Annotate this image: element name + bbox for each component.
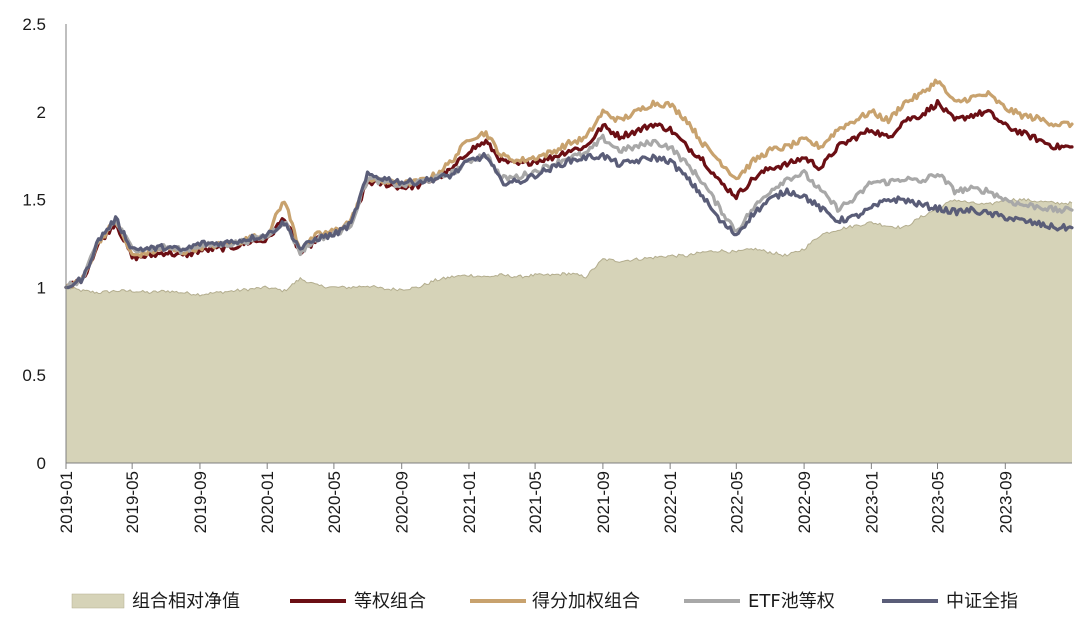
- area-layer: [65, 197, 1073, 463]
- x-tick-label: 2019-05: [123, 471, 142, 533]
- x-tick-label: 2019-01: [57, 471, 76, 533]
- x-tick-label: 2023-01: [862, 471, 881, 533]
- line-series-1: [64, 99, 1074, 289]
- legend-swatch-area: [71, 593, 125, 609]
- x-tick-label: 2020-09: [393, 471, 412, 533]
- y-tick-label: 1.5: [22, 191, 46, 210]
- axes-layer: 0 0.5 1 1.5 2 2.5 2019-01 2019-05 2019-09 2020-01…: [22, 15, 1072, 533]
- area-series-relative-nav: [66, 198, 1072, 463]
- legend-item: ETF池等权: [684, 591, 835, 612]
- x-tick-label: 2021-09: [594, 471, 613, 533]
- x-tick-label: 2021-01: [460, 471, 479, 533]
- x-tick-label: 2020-05: [325, 471, 344, 533]
- legend-item: 组合相对净值: [71, 591, 240, 612]
- x-tick-label: 2023-05: [928, 471, 947, 533]
- x-tick-label: 2021-05: [526, 471, 545, 533]
- legend: 组合相对净值 等权组合 得分加权组合 ETF池等权 中证全指: [71, 591, 1018, 612]
- legend-item: 中证全指: [882, 591, 1018, 612]
- legend-label: 组合相对净值: [132, 591, 240, 612]
- legend-label: 中证全指: [946, 591, 1018, 612]
- x-tick-label: 2022-05: [727, 471, 746, 533]
- y-tick-label: 0.5: [22, 366, 46, 385]
- y-tick-label: 0: [37, 454, 46, 473]
- legend-item: 得分加权组合: [470, 591, 640, 612]
- x-tick-label: 2023-09: [996, 471, 1015, 533]
- area-series-outline: [65, 197, 1073, 297]
- y-tick-label: 2.5: [22, 15, 46, 34]
- legend-label: ETF池等权: [748, 591, 835, 612]
- legend-item: 等权组合: [290, 591, 426, 612]
- x-tick-label: 2022-09: [795, 471, 814, 533]
- x-tick-label: 2022-01: [661, 471, 680, 533]
- lines-layer: [64, 78, 1074, 290]
- x-tick-label: 2020-01: [258, 471, 277, 533]
- legend-label: 得分加权组合: [532, 591, 640, 612]
- y-tick-label: 1: [37, 278, 46, 297]
- y-tick-label: 2: [37, 103, 46, 122]
- legend-label: 等权组合: [354, 591, 426, 612]
- x-tick-label: 2019-09: [191, 471, 210, 533]
- line-series-4: [64, 152, 1074, 290]
